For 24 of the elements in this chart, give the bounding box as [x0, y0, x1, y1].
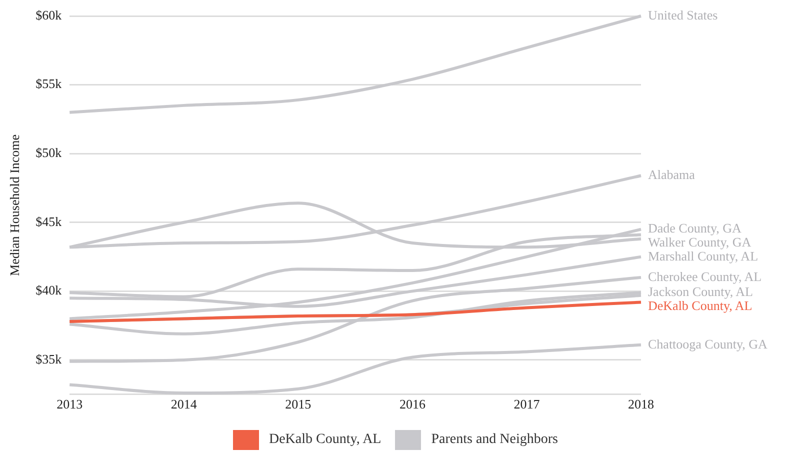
series-label: Cherokee County, AL: [648, 268, 762, 284]
text: DeKalb County, AL: [648, 298, 752, 313]
series-label: Jackson County, AL: [648, 284, 754, 299]
text: Parents and Neighbors: [431, 432, 558, 448]
legend-label: DeKalb County, AL: [268, 432, 382, 448]
x-tick-label: 2016: [399, 396, 426, 412]
x-tick-label: 2015: [285, 396, 312, 412]
series-label: Chattooga County, GA: [648, 336, 768, 352]
y-tick-label: $60k: [36, 7, 62, 22]
y-axis-title: Median Household Income: [7, 134, 22, 276]
series-label: Dade County, GA: [648, 220, 742, 236]
y-tick-label: $40k: [36, 282, 62, 298]
x-tick-label: 2017: [514, 396, 540, 412]
y-tick-label: $35k: [36, 351, 62, 366]
x-tick-label: 2018: [628, 396, 654, 412]
series-label: Walker County, GA: [648, 234, 752, 250]
x-tick-label: 2014: [170, 396, 198, 412]
y-tick-label: $50k: [36, 145, 62, 160]
y-tick-label: $55k: [36, 76, 62, 92]
series-label: United States: [648, 7, 718, 22]
y-tick-label: $45k: [36, 214, 62, 229]
series-label: Marshall County, AL: [648, 248, 758, 264]
series-label: Alabama: [648, 167, 696, 182]
x-tick-label: 2013: [56, 396, 83, 412]
